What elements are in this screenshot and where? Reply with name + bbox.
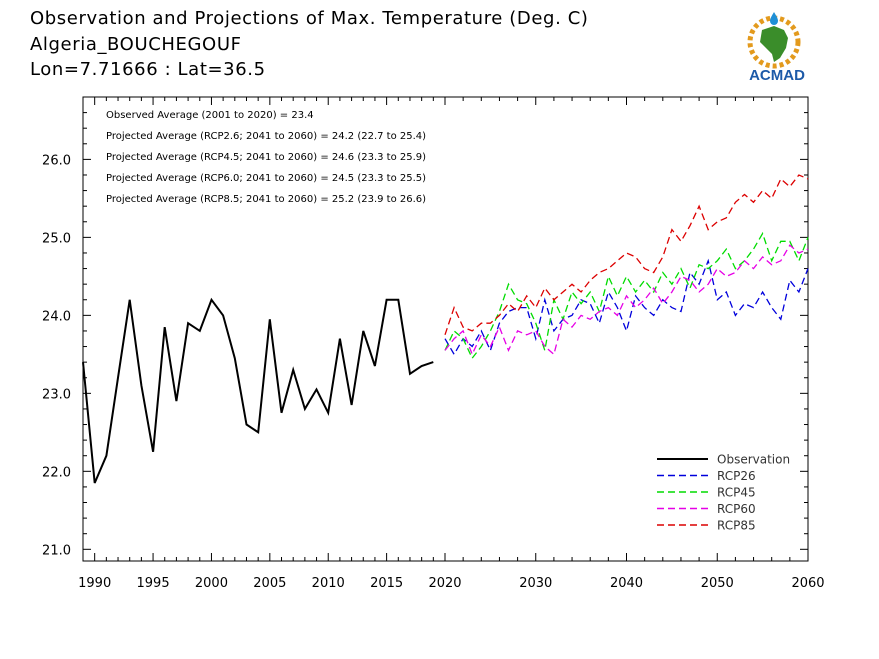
plot-frame bbox=[82, 96, 809, 562]
x-tick-label: 1995 bbox=[137, 576, 170, 591]
x-tick-label: 1990 bbox=[78, 576, 111, 591]
x-tick-label: 2020 bbox=[428, 576, 461, 591]
x-tick-label: 2015 bbox=[370, 576, 403, 591]
legend-label: RCP26 bbox=[717, 469, 756, 483]
x-tick-label: 2030 bbox=[519, 576, 552, 591]
x-tick-label: 2010 bbox=[312, 576, 345, 591]
x-tick-label: 2060 bbox=[791, 576, 824, 591]
series-line-rcp85 bbox=[444, 174, 809, 336]
series-line-rcp60 bbox=[444, 244, 809, 356]
x-tick-label: 2040 bbox=[610, 576, 643, 591]
legend-label: RCP85 bbox=[717, 519, 756, 533]
chart-title: Observation and Projections of Max. Temp… bbox=[30, 8, 589, 29]
annotation-text: Projected Average (RCP2.6; 2041 to 2060)… bbox=[106, 131, 426, 142]
legend-label: Observation bbox=[717, 453, 790, 467]
y-tick-label: 26.0 bbox=[42, 153, 71, 168]
y-tick-label: 22.0 bbox=[42, 465, 71, 480]
series-line-rcp26 bbox=[444, 258, 809, 356]
annotation-text: Projected Average (RCP6.0; 2041 to 2060)… bbox=[106, 173, 426, 184]
annotation-text: Projected Average (RCP4.5; 2041 to 2060)… bbox=[106, 152, 426, 163]
svg-text:ACMAD: ACMAD bbox=[749, 67, 805, 84]
x-tick-label: 2005 bbox=[253, 576, 286, 591]
africa-map-logo-icon: ACMAD bbox=[747, 12, 805, 84]
coordinates: Lon=7.71666 : Lat=36.5 bbox=[30, 59, 266, 80]
series-line-observation bbox=[82, 297, 434, 484]
series-line-rcp45 bbox=[444, 231, 809, 360]
station-name: Algeria_BOUCHEGOUF bbox=[30, 34, 242, 55]
y-tick-label: 21.0 bbox=[42, 543, 71, 558]
y-tick-label: 24.0 bbox=[42, 309, 71, 324]
y-tick-label: 25.0 bbox=[42, 231, 71, 246]
annotation-text: Observed Average (2001 to 2020) = 23.4 bbox=[106, 110, 314, 121]
acmad-logo: ACMAD bbox=[736, 8, 818, 86]
y-tick-label: 23.0 bbox=[42, 387, 71, 402]
legend-label: RCP60 bbox=[717, 502, 756, 516]
x-tick-label: 2050 bbox=[701, 576, 734, 591]
legend-label: RCP45 bbox=[717, 486, 756, 500]
x-tick-label: 2000 bbox=[195, 576, 228, 591]
annotation-text: Projected Average (RCP8.5; 2041 to 2060)… bbox=[106, 194, 426, 205]
